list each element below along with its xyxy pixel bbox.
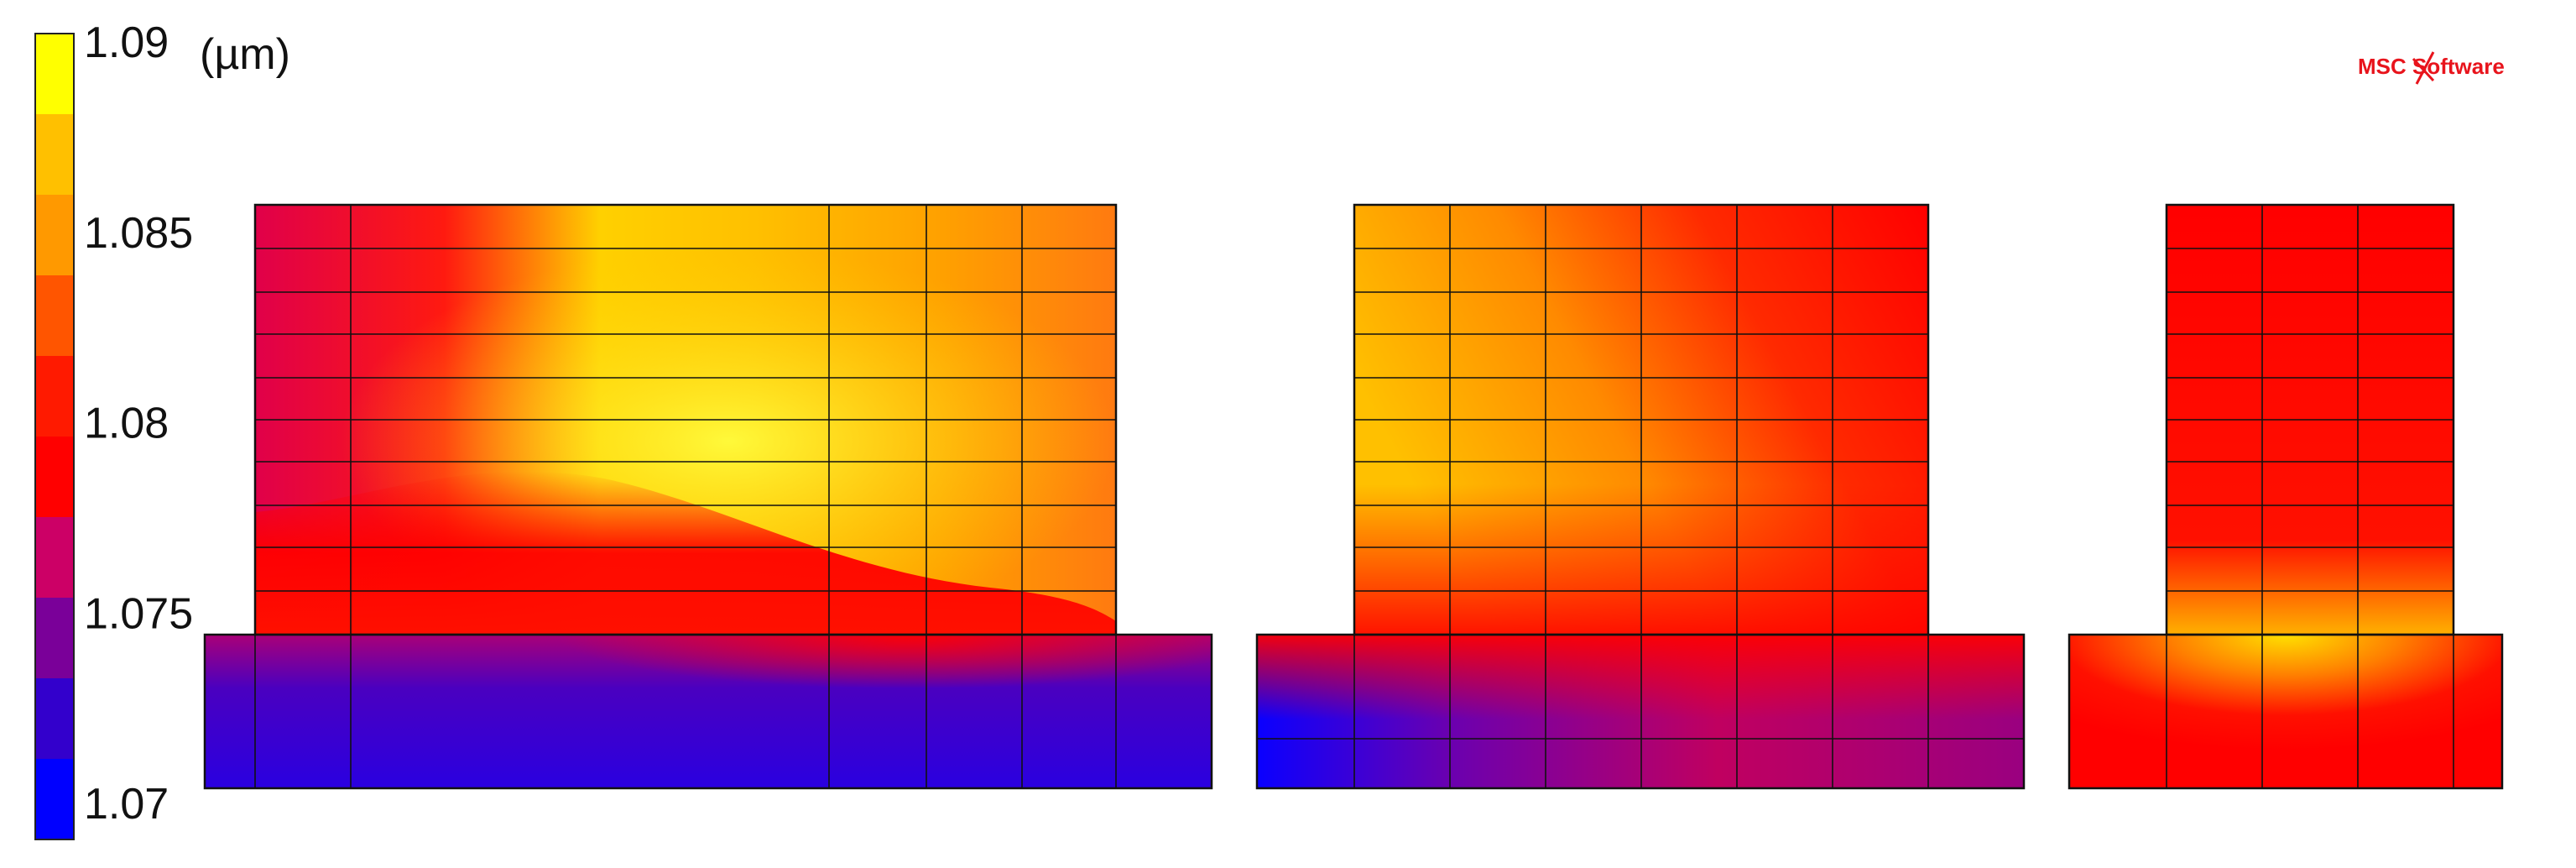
- model-1-base-hotspot: [205, 635, 1212, 788]
- legend-swatch: [35, 356, 74, 437]
- model-3-mesh: [2068, 203, 2504, 790]
- legend-swatch: [35, 759, 74, 839]
- legend-label: 1.075: [84, 589, 193, 638]
- legend-swatch: [35, 34, 74, 114]
- legend-swatch: [35, 437, 74, 517]
- model-2: [1255, 203, 2026, 790]
- msc-software-logo: MSC Software: [2358, 51, 2505, 85]
- legend-swatches: [34, 33, 75, 840]
- legend-swatch: [35, 114, 74, 195]
- legend-swatch: [35, 517, 74, 598]
- mesh-outline: [1255, 633, 2026, 790]
- legend-labels: 1.09 1.085 1.08 1.075 1.07: [84, 18, 193, 829]
- legend-swatch: [35, 678, 74, 759]
- mesh-outline: [203, 633, 1213, 790]
- color-legend: 1.09 1.085 1.08 1.075 1.07 (µm): [34, 18, 290, 840]
- model-2-mesh: [1255, 203, 2026, 790]
- legend-swatch: [35, 275, 74, 356]
- legend-label: 1.08: [84, 400, 169, 448]
- legend-swatch: [35, 195, 74, 275]
- legend-unit: (µm): [200, 30, 290, 79]
- logo-swoosh-icon: [2412, 51, 2435, 85]
- model-1-mesh: [203, 203, 1213, 790]
- legend-label: 1.085: [84, 209, 193, 258]
- legend-label: 1.09: [84, 18, 169, 67]
- legend-frame: [34, 33, 75, 840]
- model-3: [2068, 203, 2504, 790]
- model-1-red-band: [255, 471, 1116, 635]
- mesh-outline: [2068, 633, 2504, 790]
- legend-swatch: [35, 598, 74, 678]
- model-3-base: [2069, 635, 2502, 788]
- model-1: [203, 203, 1213, 790]
- legend-label: 1.07: [84, 780, 169, 829]
- model-2-base-overlay: [1257, 635, 2024, 788]
